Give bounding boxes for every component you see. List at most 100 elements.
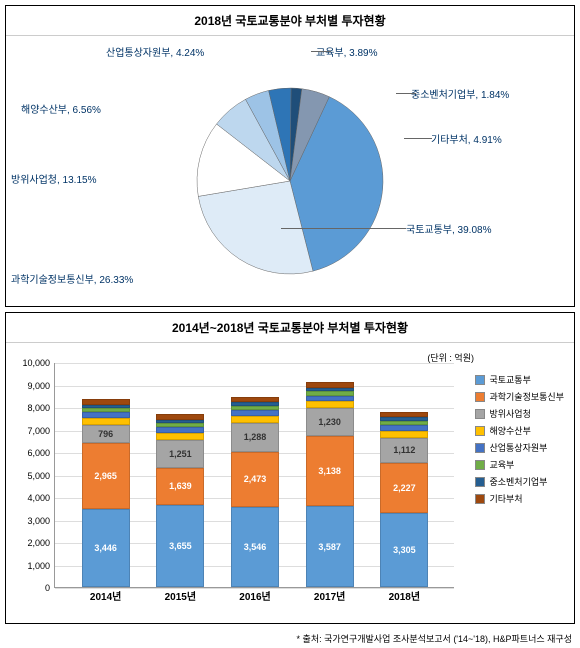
bar-value-label: 2,473 [231,474,279,484]
legend-label: 산업통상자원부 [489,441,547,454]
bar-value-label: 1,112 [380,445,428,455]
legend-label: 과학기술정보통신부 [489,390,564,403]
bar-segment [231,397,279,403]
bar-segment [306,391,354,396]
pie-label: 방위사업청, 13.15% [11,171,96,186]
leader-line [404,138,432,139]
legend-item: 기타부처 [475,492,564,505]
bar-value-label: 3,546 [231,542,279,552]
bar-segment [82,412,130,418]
y-axis-label: 3,000 [20,516,50,526]
bar-segment [156,427,204,433]
y-axis-label: 6,000 [20,448,50,458]
source-text: * 출처: 국가연구개발사업 조사분석보고서 ('14~'18), H&P파트너… [0,629,580,648]
bar-value-label: 1,230 [306,417,354,427]
x-axis-label: 2016년 [231,588,279,603]
leader-line [311,51,331,52]
legend-label: 해양수산부 [489,424,530,437]
bar-value-label: 3,655 [156,541,204,551]
bar-value-label: 3,446 [82,543,130,553]
pie-label: 산업통상자원부, 4.24% [106,44,204,59]
x-axis-label: 2015년 [156,588,204,603]
bar-chart-title: 2014년~2018년 국토교통분야 부처별 투자현황 [6,313,574,343]
legend-label: 국토교통부 [489,373,530,386]
legend-item: 과학기술정보통신부 [475,390,564,403]
y-axis-label: 1,000 [20,561,50,571]
bar-value-label: 3,138 [306,466,354,476]
legend-item: 방위사업청 [475,407,564,420]
x-axis-label: 2014년 [82,588,130,603]
y-axis-label: 4,000 [20,493,50,503]
y-axis-label: 0 [20,583,50,593]
bar-segment [82,405,130,408]
bar-chart-container: 2014년~2018년 국토교통분야 부처별 투자현황 (단위 : 억원) 국토… [5,312,575,624]
legend-color-box [475,494,485,504]
bar-segment [306,388,354,391]
bar-segment [156,420,204,423]
bar-segment [380,412,428,418]
bar-segment [156,423,204,428]
bar-value-label: 3,305 [380,545,428,555]
legend-label: 교육부 [489,458,514,471]
bar-segment [156,433,204,440]
y-axis-label: 10,000 [20,358,50,368]
bar-segment [82,399,130,405]
bar-segment [231,402,279,405]
legend-item: 해양수산부 [475,424,564,437]
legend-item: 교육부 [475,458,564,471]
bar-value-label: 1,251 [156,449,204,459]
bar-segment [231,406,279,411]
bar-segment [231,416,279,423]
bar-segment [380,421,428,426]
pie-chart-svg [110,46,470,306]
pie-label: 국토교통부, 39.08% [406,221,491,236]
y-axis-label: 2,000 [20,538,50,548]
x-axis-label: 2018년 [380,588,428,603]
bar-segment [306,382,354,388]
bar-segment [306,401,354,408]
bar-segment [380,417,428,420]
bar-value-label: 2,965 [82,471,130,481]
legend-label: 기타부처 [489,492,522,505]
legend-color-box [475,375,485,385]
y-axis-label: 8,000 [20,403,50,413]
bar-chart-plot: 3,4462,9657962014년3,6551,6391,2512015년3,… [54,363,454,588]
bar-segment [380,425,428,431]
pie-chart-title: 2018년 국토교통분야 부처별 투자현황 [6,6,574,36]
bar-segment [231,410,279,416]
pie-label: 해양수산부, 6.56% [21,101,101,116]
pie-label: 중소벤처기업부, 1.84% [411,86,509,101]
bar-value-label: 3,587 [306,542,354,552]
bar-chart-area: (단위 : 억원) 국토교통부과학기술정보통신부방위사업청해양수산부산업통상자원… [6,343,574,623]
legend-color-box [475,392,485,402]
bar-segment [82,408,130,413]
bar-segment [380,431,428,438]
legend-label: 중소벤처기업부 [489,475,547,488]
y-axis-label: 7,000 [20,426,50,436]
legend-color-box [475,443,485,453]
leader-line [396,93,416,94]
legend-item: 국토교통부 [475,373,564,386]
pie-label: 과학기술정보통신부, 26.33% [11,271,133,286]
pie-chart-area: 국토교통부, 39.08% 과학기술정보통신부, 26.33% 방위사업청, 13.… [6,36,574,306]
legend-color-box [475,460,485,470]
pie-label: 기타부처, 4.91% [431,131,502,146]
bar-value-label: 1,639 [156,481,204,491]
pie-chart-container: 2018년 국토교통분야 부처별 투자현황 국토교통부, 39.08% 과학기술정… [5,5,575,307]
legend-color-box [475,477,485,487]
grid-line [55,363,454,364]
bar-segment [82,418,130,425]
legend-color-box [475,409,485,419]
legend-item: 산업통상자원부 [475,441,564,454]
bar-chart-legend: 국토교통부과학기술정보통신부방위사업청해양수산부산업통상자원부교육부중소벤처기업… [475,373,564,509]
y-axis-label: 5,000 [20,471,50,481]
legend-label: 방위사업청 [489,407,530,420]
bar-segment [156,414,204,420]
y-axis-label: 9,000 [20,381,50,391]
leader-line [281,228,406,229]
grid-line [55,386,454,387]
legend-item: 중소벤처기업부 [475,475,564,488]
legend-color-box [475,426,485,436]
x-axis-label: 2017년 [306,588,354,603]
bar-value-label: 796 [82,429,130,439]
